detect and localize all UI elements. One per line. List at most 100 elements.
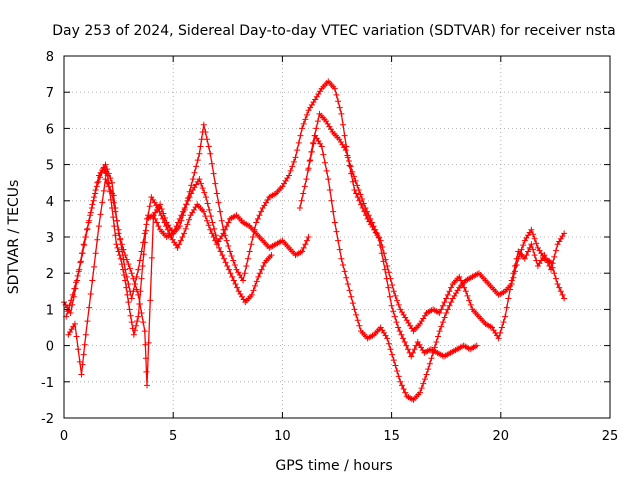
data-point <box>300 120 307 127</box>
data-point <box>385 284 392 291</box>
data-point <box>142 341 149 348</box>
data-point <box>202 129 209 136</box>
y-tick-label: -2 <box>41 412 54 427</box>
data-point <box>204 200 211 207</box>
data-point <box>130 331 137 338</box>
data-point <box>343 274 350 281</box>
data-point <box>464 292 471 299</box>
data-point <box>351 306 358 313</box>
data-point <box>114 244 121 251</box>
data-point <box>372 226 379 233</box>
data-point <box>365 212 372 219</box>
data-point <box>296 205 303 212</box>
data-point <box>220 226 227 233</box>
data-point <box>184 221 191 228</box>
data-point <box>390 357 397 364</box>
data-point <box>383 275 390 282</box>
series-track-1 <box>61 165 275 338</box>
data-point <box>320 151 327 158</box>
data-point <box>124 291 131 298</box>
x-tick-label: 5 <box>169 429 177 444</box>
data-point <box>86 304 93 311</box>
data-point <box>441 299 448 306</box>
data-point <box>141 230 148 237</box>
data-point <box>448 299 455 306</box>
data-point <box>241 270 248 277</box>
data-point <box>99 199 106 206</box>
data-point <box>218 217 225 224</box>
data-point <box>530 246 537 253</box>
data-point <box>382 266 389 273</box>
data-point <box>216 244 223 251</box>
data-point <box>94 236 101 243</box>
data-point <box>428 355 435 362</box>
data-point <box>360 200 367 207</box>
data-point <box>352 177 359 184</box>
series-line <box>307 133 565 401</box>
data-point <box>552 247 559 254</box>
data-point <box>199 185 206 192</box>
data-point <box>95 223 102 230</box>
data-point <box>175 219 182 226</box>
data-point <box>333 228 340 235</box>
data-point <box>390 308 397 315</box>
data-point <box>81 341 88 348</box>
data-point <box>377 242 384 249</box>
data-point <box>444 306 451 313</box>
data-point <box>513 262 520 269</box>
y-tick-label: 8 <box>46 50 54 65</box>
data-point <box>421 376 428 383</box>
data-point <box>344 281 351 288</box>
data-point <box>112 205 119 212</box>
data-point <box>301 183 308 190</box>
data-point <box>292 154 299 161</box>
data-point <box>176 241 183 248</box>
data-point <box>115 248 122 255</box>
data-point <box>136 257 143 264</box>
data-point <box>394 367 401 374</box>
data-point <box>146 203 153 210</box>
data-point <box>84 318 91 325</box>
data-point <box>127 312 134 319</box>
data-point <box>155 223 162 230</box>
data-point <box>213 190 220 197</box>
data-point <box>530 231 537 238</box>
data-point <box>71 320 78 327</box>
data-point <box>131 281 138 288</box>
data-point <box>122 266 129 273</box>
data-point <box>531 235 538 242</box>
data-point <box>295 139 302 146</box>
data-point <box>128 319 135 326</box>
data-point <box>302 116 309 123</box>
data-point <box>74 272 81 279</box>
data-point <box>380 258 387 265</box>
data-point <box>160 210 167 217</box>
data-point <box>230 257 237 264</box>
data-point <box>100 187 107 194</box>
data-point <box>394 297 401 304</box>
data-point <box>466 297 473 304</box>
data-point <box>249 234 256 240</box>
data-point <box>398 382 405 389</box>
data-point <box>223 223 230 230</box>
data-point <box>404 346 411 353</box>
data-point <box>443 310 450 317</box>
data-point <box>409 349 416 356</box>
data-point <box>503 304 510 311</box>
data-point <box>219 252 226 259</box>
data-point <box>333 91 340 98</box>
data-point <box>198 136 205 143</box>
data-point <box>308 148 315 155</box>
data-point <box>400 386 407 393</box>
data-point <box>418 385 425 392</box>
data-point <box>138 310 145 317</box>
data-point <box>373 230 380 237</box>
data-point <box>162 214 169 221</box>
data-point <box>136 300 143 307</box>
data-point <box>86 217 93 224</box>
data-point <box>326 186 333 193</box>
data-point <box>423 371 430 378</box>
data-point <box>389 281 396 288</box>
data-point <box>448 284 455 291</box>
data-point <box>158 205 165 212</box>
